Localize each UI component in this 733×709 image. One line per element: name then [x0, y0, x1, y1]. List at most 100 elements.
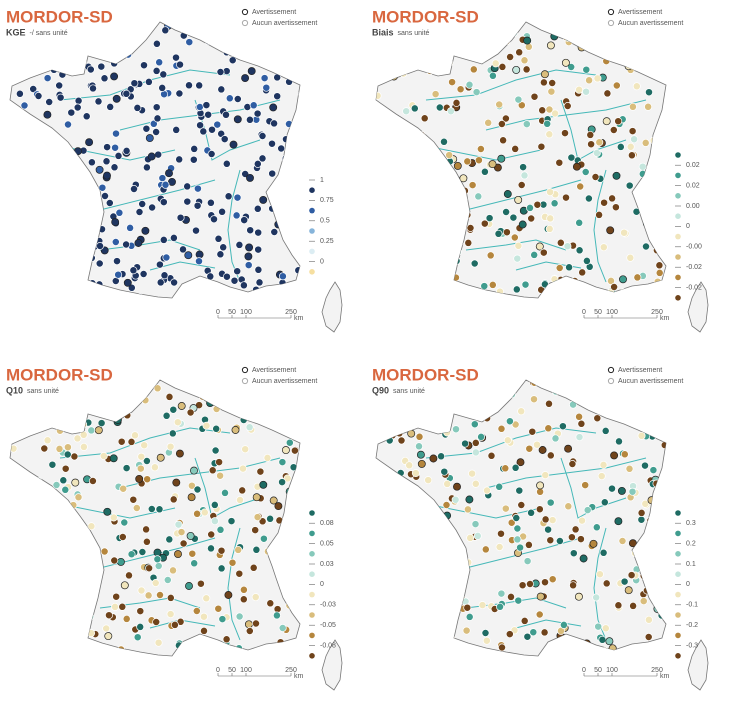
- station: [102, 157, 111, 166]
- station: [199, 612, 208, 621]
- station: [409, 407, 418, 416]
- station: [114, 670, 123, 679]
- station: [11, 65, 20, 74]
- station: [632, 207, 641, 216]
- station: [109, 401, 118, 410]
- station: [163, 576, 172, 584]
- station: [552, 684, 561, 690]
- unit-label: sans unité: [27, 388, 59, 395]
- station: [45, 299, 54, 308]
- station: [514, 596, 523, 605]
- station: [491, 59, 500, 68]
- station: [394, 419, 403, 428]
- station: [285, 438, 294, 447]
- station: [24, 473, 33, 481]
- station: [75, 578, 84, 587]
- station: [268, 169, 277, 178]
- legend-warning: Avertissement: [618, 9, 662, 16]
- station: [191, 325, 200, 332]
- station: [67, 415, 76, 424]
- station: [400, 41, 409, 50]
- station: [61, 464, 70, 473]
- station: [645, 88, 653, 97]
- station: [564, 502, 573, 511]
- station: [661, 289, 670, 298]
- station: [441, 211, 450, 220]
- station: [271, 400, 280, 409]
- station: [591, 173, 600, 181]
- station: [45, 98, 54, 106]
- station: [281, 413, 290, 422]
- station: [602, 579, 611, 588]
- station: [395, 683, 404, 690]
- scale-swatch: [675, 274, 681, 281]
- station: [193, 665, 202, 674]
- station: [97, 62, 106, 71]
- station: [572, 674, 581, 683]
- station: [14, 268, 23, 277]
- station: [495, 287, 504, 296]
- scalebar-label: 0: [582, 309, 586, 316]
- station: [177, 661, 186, 670]
- station: [603, 89, 612, 98]
- station: [649, 136, 658, 145]
- station: [495, 100, 504, 109]
- station: [497, 529, 505, 538]
- station: [161, 26, 170, 35]
- station: [283, 216, 292, 225]
- station: [416, 172, 425, 180]
- station: [72, 212, 81, 220]
- scale-swatch: [675, 571, 681, 577]
- station: [461, 439, 470, 448]
- station: [72, 265, 81, 274]
- station: [127, 550, 136, 559]
- station: [420, 261, 429, 270]
- station: [377, 626, 386, 635]
- station: [415, 442, 423, 451]
- station: [173, 418, 182, 427]
- legend-warning-marker: [607, 8, 615, 16]
- station: [376, 320, 383, 329]
- station: [434, 394, 443, 403]
- station: [36, 606, 45, 614]
- station: [406, 667, 415, 676]
- station: [94, 426, 103, 435]
- station: [548, 575, 557, 584]
- station: [640, 324, 648, 332]
- station: [410, 173, 419, 182]
- station: [253, 109, 262, 118]
- station: [515, 486, 524, 495]
- station: [109, 513, 118, 522]
- station: [287, 574, 296, 582]
- station: [385, 325, 394, 332]
- station: [105, 611, 113, 620]
- station: [614, 517, 623, 526]
- station: [20, 127, 29, 136]
- station: [172, 125, 181, 134]
- station: [468, 37, 477, 46]
- station: [539, 248, 548, 257]
- station: [71, 279, 80, 288]
- station: [193, 485, 202, 494]
- station: [100, 659, 109, 668]
- station: [424, 551, 433, 560]
- station: [404, 58, 413, 67]
- station: [274, 502, 283, 511]
- station: [480, 219, 489, 228]
- station: [502, 208, 511, 216]
- station: [166, 442, 175, 451]
- france-outline: [9, 21, 301, 299]
- station: [411, 676, 420, 684]
- station: [73, 256, 82, 265]
- station: [122, 464, 131, 473]
- station: [656, 587, 664, 596]
- station: [139, 270, 148, 278]
- station: [512, 65, 521, 74]
- station: [158, 174, 167, 183]
- station: [129, 266, 138, 275]
- station: [381, 235, 390, 244]
- station: [511, 144, 520, 153]
- station: [434, 228, 443, 237]
- station: [379, 107, 388, 115]
- station: [99, 321, 108, 330]
